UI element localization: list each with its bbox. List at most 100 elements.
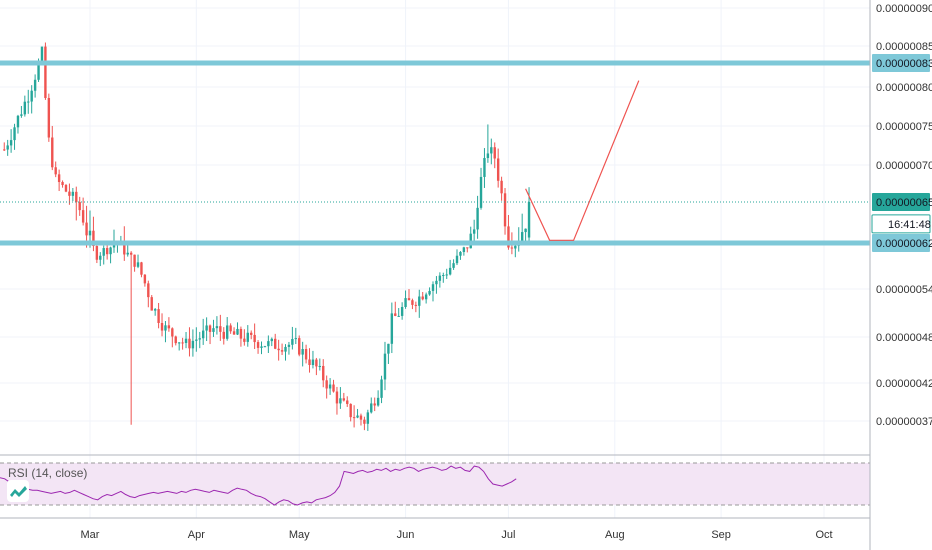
candle-body [274, 338, 277, 349]
price-badge-label: 0.00000062 [876, 238, 932, 250]
x-tick-label: Apr [188, 529, 205, 541]
candle-body [215, 326, 219, 329]
candle-body [51, 137, 54, 168]
candle-body [30, 90, 33, 102]
candle-body [253, 334, 256, 343]
candle-body [64, 185, 68, 192]
candle-body [191, 340, 195, 349]
candle-body [256, 342, 260, 348]
candle-body [188, 338, 191, 349]
candle-body [291, 338, 294, 345]
candle-body [510, 247, 514, 249]
candle-body [177, 342, 181, 344]
grid [0, 0, 870, 518]
candle-body [315, 359, 318, 367]
candle-body [397, 315, 400, 317]
x-tick-label: Oct [815, 529, 832, 541]
candle-body [126, 252, 129, 255]
price-badge-label: 0.00000065 [876, 197, 932, 209]
candle-body [105, 248, 109, 255]
y-tick-label: 0.00000070 [876, 160, 932, 172]
candle-body [13, 127, 16, 141]
candle-body [239, 328, 243, 339]
candle-body [496, 158, 500, 181]
candle-body [414, 304, 418, 306]
candle-body [47, 97, 51, 138]
candle-body [462, 247, 466, 252]
candle-body [493, 147, 496, 159]
x-tick-label: Jun [397, 529, 415, 541]
x-axis-labels: Mar Apr May Jun Jul Aug Sep Oct [81, 529, 833, 541]
projection-line [525, 80, 640, 241]
candle-body [298, 338, 301, 355]
x-tick-label: May [289, 529, 310, 541]
candle-body [383, 353, 387, 380]
candle-body [438, 275, 442, 281]
candle-body [270, 338, 273, 342]
candle-body [284, 346, 287, 352]
candle-body [109, 247, 112, 255]
price-badge-level: 0.00000062 [872, 234, 932, 252]
candle-body [503, 193, 507, 227]
candle-body [514, 245, 517, 249]
candle-body [459, 251, 462, 256]
candle-body [3, 149, 6, 151]
candle-body [376, 397, 380, 406]
candle-body [418, 296, 421, 306]
y-tick-label: 0.00000054 [876, 284, 932, 296]
candle-body [431, 284, 435, 291]
price-badges: 0.00000083 0.00000065 16:41:48 0.00000062 [871, 54, 932, 252]
price-badge-label: 16:41:48 [888, 219, 931, 231]
candle-body [294, 338, 297, 340]
candle-body [445, 274, 448, 276]
y-tick-label: 0.00000048 [876, 332, 932, 344]
candle-body [136, 262, 140, 267]
y-tick-label: 0.00000037 [876, 416, 932, 428]
y-tick-label: 0.00000075 [876, 121, 932, 133]
level-lines [0, 60, 870, 246]
candle-body [129, 252, 133, 255]
candle-body [112, 245, 116, 248]
y-tick-label: 0.00000090 [876, 3, 932, 15]
candle-body [164, 325, 167, 331]
candle-body [500, 180, 503, 194]
candle-body [133, 254, 136, 267]
candle-body [311, 359, 315, 366]
candle-body [356, 415, 359, 418]
candle-body [16, 115, 20, 128]
candle-body [75, 191, 78, 203]
candle-body [171, 328, 174, 337]
candle-body [27, 101, 30, 103]
projection-drawing[interactable] [525, 80, 640, 241]
candle-body [277, 348, 280, 351]
price-badge-level: 0.00000083 [872, 54, 932, 72]
y-axis-labels: 0.00000090 0.00000085 0.00000080 0.00000075… [876, 3, 932, 428]
candle-body [92, 230, 95, 247]
x-tick-label: Mar [81, 529, 100, 541]
candle-body [9, 140, 13, 146]
candle-body [260, 346, 263, 348]
y-tick-label: 0.00000042 [876, 378, 932, 390]
candle-body [85, 222, 88, 236]
candle-body [78, 202, 81, 211]
candle-body [212, 328, 215, 332]
candle-body [332, 384, 335, 392]
candle-body [219, 326, 222, 332]
candle-body [287, 344, 291, 347]
candle-body [479, 176, 483, 208]
candle-body [208, 325, 212, 332]
candle-body [33, 79, 37, 91]
candle-body [88, 230, 92, 236]
candle-body [318, 365, 322, 367]
candle-body [102, 248, 105, 256]
candle-body [328, 384, 332, 389]
candle-body [359, 415, 363, 420]
candle-body [346, 400, 349, 404]
price-badge-last-price: 0.00000065 [872, 193, 932, 211]
candle-body [407, 298, 411, 301]
candle-body [243, 338, 246, 342]
candle-body [140, 262, 143, 275]
candle-body [246, 332, 249, 342]
candle-body [160, 323, 164, 331]
